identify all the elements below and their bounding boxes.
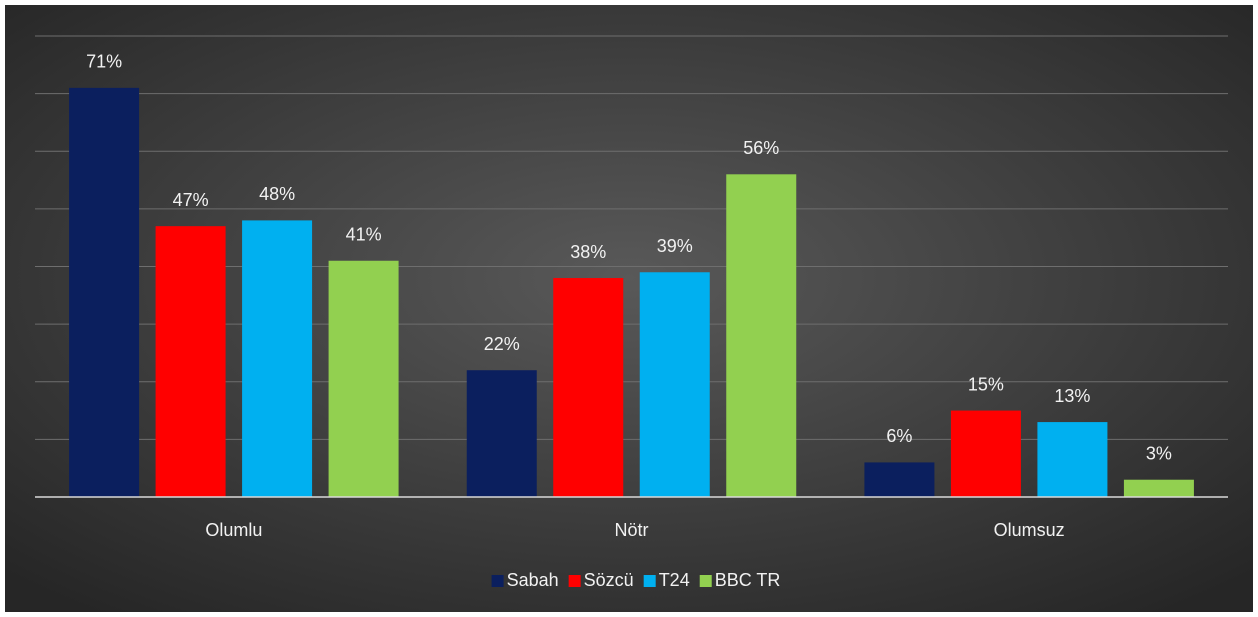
- bar: [155, 226, 226, 497]
- legend-label: T24: [659, 570, 690, 590]
- bar: [466, 370, 537, 497]
- data-label: 71%: [86, 52, 122, 72]
- bar: [242, 220, 313, 497]
- data-label: 56%: [743, 138, 779, 158]
- legend-label: BBC TR: [715, 570, 781, 590]
- data-label: 15%: [968, 374, 1004, 394]
- bar: [726, 174, 797, 498]
- legend-item: T24: [643, 570, 690, 590]
- legend-swatch: [699, 575, 712, 587]
- data-label: 48%: [259, 184, 295, 204]
- bar: [328, 260, 399, 497]
- data-label: 13%: [1054, 386, 1090, 406]
- legend-item: Sabah: [491, 570, 559, 590]
- bar: [639, 272, 710, 497]
- bar: [553, 278, 624, 497]
- legend-item: BBC TR: [699, 570, 781, 590]
- bar: [950, 410, 1021, 497]
- data-label: 22%: [484, 334, 520, 354]
- data-label: 47%: [173, 190, 209, 210]
- legend-swatch: [491, 575, 504, 587]
- legend-item: Sözcü: [568, 570, 634, 590]
- data-label: 6%: [886, 426, 912, 446]
- bar: [69, 87, 140, 498]
- legend-swatch: [643, 575, 656, 587]
- bar: [1037, 422, 1108, 497]
- data-label: 39%: [657, 236, 693, 256]
- bar: [864, 462, 935, 497]
- legend-label: Sabah: [507, 570, 559, 590]
- data-label: 41%: [346, 224, 382, 244]
- bar: [1123, 479, 1194, 497]
- legend-swatch: [568, 575, 581, 587]
- data-label: 3%: [1146, 443, 1172, 463]
- x-tick-label: Olumsuz: [994, 520, 1065, 540]
- x-tick-label: Nötr: [614, 520, 648, 540]
- x-tick-label: Olumlu: [205, 520, 262, 540]
- data-label: 38%: [570, 242, 606, 262]
- legend-label: Sözcü: [584, 570, 634, 590]
